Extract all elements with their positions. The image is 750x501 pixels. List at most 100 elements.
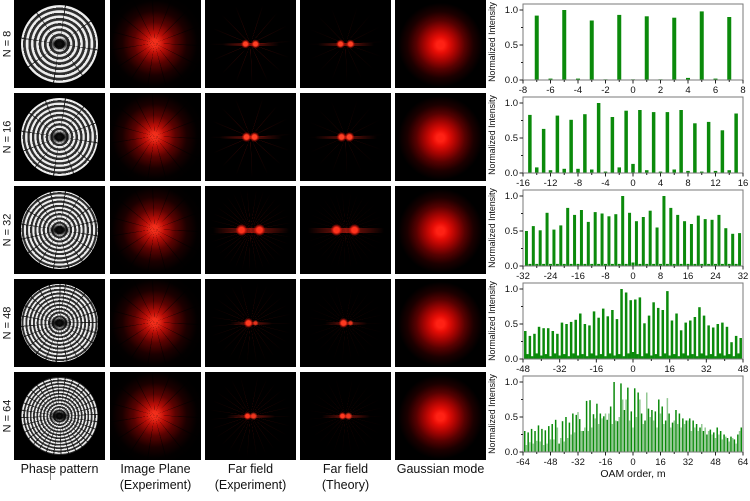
far-field-core [300,0,391,88]
phase-pattern-image-n64 [14,372,105,460]
svg-text:0.0: 0.0 [505,447,518,458]
svg-text:1.0: 1.0 [505,377,518,388]
far-field-theory-image-n48 [300,279,391,367]
svg-text:8: 8 [658,271,663,282]
row-label-n48: N = 48 [0,279,14,367]
phase-rings [21,284,98,362]
gaussian-mode-image-n8 [395,0,486,88]
svg-text:-4: -4 [574,85,582,96]
svg-text:0.0: 0.0 [505,168,518,179]
svg-text:-48: -48 [516,364,530,375]
svg-text:0.5: 0.5 [505,133,518,144]
svg-text:-32: -32 [553,364,567,375]
svg-text:Normalized Intensity: Normalized Intensity [487,2,497,82]
phase-rings [21,5,98,83]
phase-pattern-image-n48 [14,279,105,367]
row-label-n64: N = 64 [0,372,14,460]
far-field-experiment-image-n48 [205,279,296,367]
svg-text:1.0: 1.0 [505,191,518,202]
svg-text:Normalized Intensity: Normalized Intensity [487,188,497,268]
far-field-core [300,186,391,274]
far-field-theory-image-n64 [300,372,391,460]
svg-text:0.5: 0.5 [505,40,518,51]
image-plane-experiment-image-n32 [110,186,201,274]
phase-pattern-image-n32 [14,186,105,274]
beam-streaks [110,372,201,460]
svg-text:6: 6 [713,85,718,96]
beam-streaks [110,93,201,181]
svg-text:Normalized Intensity: Normalized Intensity [487,95,497,175]
far-field-experiment-image-n16 [205,93,296,181]
gaussian-mode-image-n32 [395,186,486,274]
far-field-core [205,372,296,460]
oam-spectrum-chart-n48: -48 -32 -16 0 16 32 48 0.0 0.5 1.0 Normalized Inte… [487,279,750,375]
svg-text:-8: -8 [601,271,609,282]
svg-text:16: 16 [683,271,694,282]
far-field-experiment-image-n8 [205,0,296,88]
caption-far-field-experiment: Far field (Experiment) [214,462,287,493]
svg-text:16: 16 [664,364,675,375]
svg-text:-16: -16 [571,271,585,282]
svg-text:-6: -6 [546,85,554,96]
svg-text:8: 8 [685,178,690,189]
gaussian-mode-image-n48 [395,279,486,367]
row-label-text: N = 64 [1,399,13,433]
row-label-n8: N = 8 [0,0,14,88]
gaussian-mode-image-n64 [395,372,486,460]
far-field-core [205,279,296,367]
image-plane-experiment-image-n48 [110,279,201,367]
svg-text:16: 16 [655,457,666,468]
svg-text:-2: -2 [601,85,609,96]
gaussian-spot [395,93,486,181]
svg-text:1.0: 1.0 [505,5,518,16]
svg-text:12: 12 [710,178,721,189]
beam-streaks [110,0,201,88]
far-field-experiment-image-n32 [205,186,296,274]
svg-text:0.0: 0.0 [505,261,518,272]
far-field-core [205,186,296,274]
svg-text:32: 32 [683,457,694,468]
svg-text:-48: -48 [544,457,558,468]
phase-pattern-image-n8 [14,0,105,88]
row-label-text: N = 16 [1,120,13,154]
svg-text:0: 0 [630,364,635,375]
svg-text:-16: -16 [599,457,613,468]
phase-rings [21,191,98,269]
svg-text:24: 24 [710,271,721,282]
far-field-core [300,93,391,181]
caption-gaussian-mode: Gaussian mode [396,462,485,476]
row-label-n16: N = 16 [0,93,14,181]
far-field-core [300,372,391,460]
svg-text:0: 0 [630,271,635,282]
gaussian-spot [395,0,486,88]
row-label-n32: N = 32 [0,186,14,274]
svg-text:-16: -16 [516,178,530,189]
svg-text:32: 32 [701,364,712,375]
far-field-theory-image-n8 [300,0,391,88]
svg-text:0.5: 0.5 [505,319,518,330]
svg-text:1.0: 1.0 [505,284,518,295]
svg-text:0: 0 [630,85,635,96]
svg-text:16: 16 [738,178,749,189]
svg-text:8: 8 [740,85,745,96]
caption-image-plane-experiment: Image Plane (Experiment) [119,462,192,493]
gaussian-spot [395,279,486,367]
svg-text:0: 0 [630,178,635,189]
oam-spectrum-chart-n8: -8 -6 -4 -2 0 2 4 6 8 0.0 0.5 1.0 Normalized Intensi… [487,0,750,96]
phase-pattern-image-n16 [14,93,105,181]
oam-spectrum-chart-n64: -64 -48 -32 -16 0 16 32 48 64 0.0 0.5 1.0 Normalized… [487,372,750,480]
far-field-core [300,279,391,367]
row-label-text: N = 8 [1,30,14,58]
svg-text:-16: -16 [589,364,603,375]
svg-text:-4: -4 [601,178,609,189]
gaussian-spot [395,186,486,274]
far-field-theory-image-n32 [300,186,391,274]
svg-text:0: 0 [630,457,635,468]
svg-text:4: 4 [658,178,663,189]
svg-text:-24: -24 [544,271,558,282]
far-field-core [205,93,296,181]
svg-text:0.5: 0.5 [505,226,518,237]
svg-text:-64: -64 [516,457,530,468]
far-field-theory-image-n16 [300,93,391,181]
